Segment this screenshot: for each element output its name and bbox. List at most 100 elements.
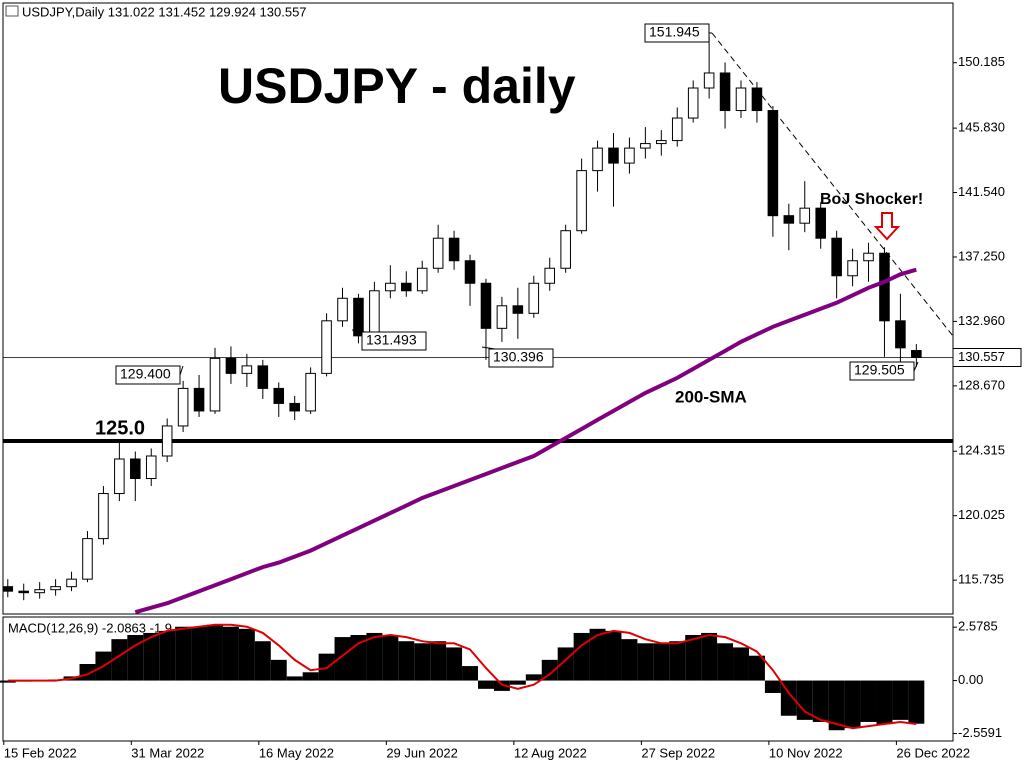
y-tick-label: 2.5785 <box>958 619 998 634</box>
annotation-label: 130.396 <box>493 349 544 365</box>
y-tick-label: 115.735 <box>958 572 1004 587</box>
macd-bar <box>780 680 797 716</box>
chart-header: USDJPY,Daily 131.022 131.452 129.924 130… <box>22 4 307 19</box>
annotation-label: 131.493 <box>366 332 417 348</box>
macd-bar <box>270 659 287 681</box>
candle-body <box>209 357 221 412</box>
macd-bar <box>334 637 351 681</box>
candle-body <box>353 297 364 337</box>
macd-header: MACD(12,26,9) -2.0863 -1.9 <box>8 620 172 635</box>
macd-bar <box>796 680 813 720</box>
macd-bar <box>669 641 686 681</box>
macd-bar <box>525 674 542 681</box>
macd-bar <box>509 680 526 685</box>
y-tick-label: 145.830 <box>958 120 1005 135</box>
candle-body <box>2 586 14 592</box>
annotation-label: 151.945 <box>649 24 700 40</box>
candle-body <box>911 350 922 359</box>
candle-body <box>161 425 173 457</box>
header-icon <box>5 5 19 17</box>
x-tick-label: 10 Nov 2022 <box>769 745 843 760</box>
macd-bar <box>828 680 845 731</box>
macd-bar <box>207 624 223 681</box>
macd-bar <box>685 635 702 681</box>
y-tick-label: 128.670 <box>958 377 1005 392</box>
macd-bar <box>462 666 478 681</box>
candle-body <box>624 147 635 164</box>
candle-body <box>18 590 30 594</box>
macd-bar <box>812 680 829 722</box>
y-tick-label: 150.185 <box>958 54 1005 69</box>
candle-body <box>225 357 237 374</box>
macd-bar <box>541 659 558 681</box>
y-tick-label: 137.250 <box>958 248 1005 263</box>
macd-bar <box>254 641 271 681</box>
candle-body <box>815 207 826 239</box>
candle-body <box>400 282 412 292</box>
macd-bar <box>175 626 192 681</box>
candle-body <box>799 207 811 224</box>
candle-body <box>687 87 699 119</box>
macd-bar <box>79 663 96 681</box>
macd-bar <box>143 632 160 681</box>
arrow-icon <box>873 212 901 241</box>
macd-bar <box>159 630 176 681</box>
candle-body <box>385 282 396 292</box>
macd-bar <box>860 680 877 722</box>
annotation-box <box>361 331 427 351</box>
macd-bar <box>430 641 447 681</box>
candle-body <box>544 267 556 284</box>
macd-bar <box>446 647 463 681</box>
macd-bar <box>733 647 749 681</box>
x-tick-label: 12 Aug 2022 <box>514 745 587 760</box>
candle-body <box>305 372 316 412</box>
candle-body <box>735 87 747 112</box>
boj-label: BoJ Shocker! <box>820 191 923 208</box>
macd-bar <box>748 655 765 681</box>
macd-bar <box>398 641 415 681</box>
macd-bar <box>621 639 638 681</box>
macd-bar <box>366 632 383 681</box>
candle-body <box>751 87 763 112</box>
annotation-label: 129.505 <box>854 362 905 378</box>
macd-bar <box>573 632 590 681</box>
macd-bar <box>286 676 303 681</box>
macd-bar <box>637 643 654 681</box>
candle-body <box>671 117 683 142</box>
candle-body <box>193 387 205 412</box>
candle-body <box>50 586 61 591</box>
candle-body <box>66 578 77 588</box>
candle-body <box>576 170 587 232</box>
candle-body <box>448 237 460 262</box>
candle-body <box>82 538 93 580</box>
candle-body <box>592 147 603 172</box>
candle-body <box>289 402 300 412</box>
last-price-box <box>952 348 1022 368</box>
macd-bar <box>844 680 861 729</box>
macd-bar <box>222 626 239 681</box>
y-tick-label: 120.025 <box>958 507 1005 522</box>
candle-body <box>560 230 571 269</box>
macd-bar <box>701 632 718 681</box>
y-tick-label: 124.315 <box>958 443 1005 458</box>
annotation-box <box>115 365 181 385</box>
candle-body <box>369 290 380 337</box>
candle-body <box>480 282 492 329</box>
macd-bar <box>382 635 399 681</box>
sma-label: 200-SMA <box>675 387 747 406</box>
level-label: 125.0 <box>95 417 145 439</box>
candle-body <box>703 72 715 89</box>
sma-line <box>134 267 917 615</box>
trend-line <box>711 32 954 337</box>
candle-body <box>273 387 285 404</box>
candle-body <box>114 458 125 495</box>
x-tick-label: 26 Dec 2022 <box>896 745 970 760</box>
candle-body <box>416 267 428 292</box>
macd-bar <box>908 680 925 724</box>
candle-body <box>464 260 476 284</box>
candle-body <box>337 297 348 322</box>
macd-bar <box>127 635 144 681</box>
candle-body <box>719 72 731 112</box>
candle-body <box>98 493 109 540</box>
